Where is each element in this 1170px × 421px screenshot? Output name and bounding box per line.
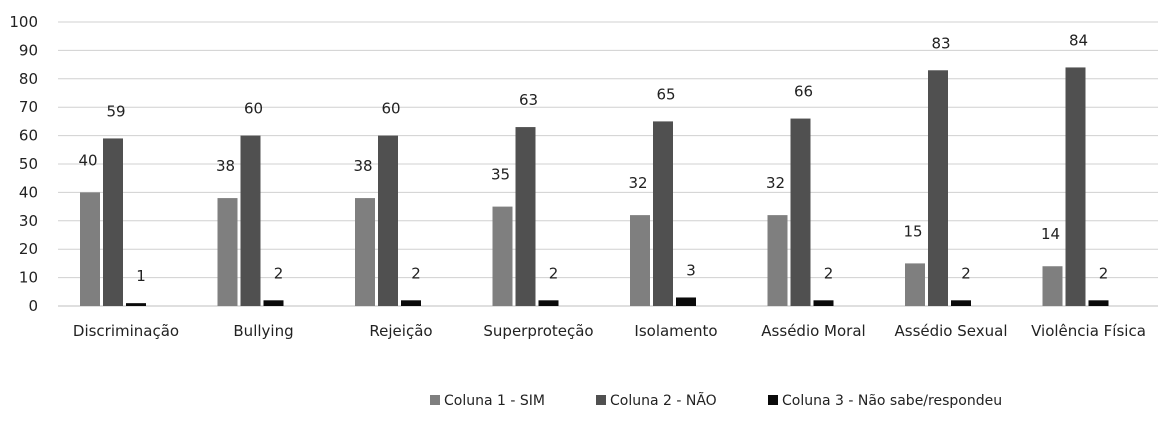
bar-series-3: [676, 297, 696, 306]
y-tick-label: 70: [19, 98, 38, 116]
bar-series-1: [492, 206, 513, 306]
y-tick-label: 100: [9, 13, 38, 31]
data-label: 2: [549, 264, 559, 282]
legend-swatch: [430, 395, 440, 405]
data-label: 59: [106, 102, 125, 120]
legend-swatch: [768, 395, 778, 405]
legend-label: Coluna 1 - SIM: [444, 393, 545, 409]
data-label: 3: [686, 261, 696, 279]
bar-series-3: [813, 300, 834, 306]
data-label: 1: [136, 267, 146, 285]
bar-series-2: [653, 121, 673, 307]
bar-series-1: [630, 215, 650, 306]
y-tick-label: 10: [19, 269, 38, 287]
x-tick-label: Assédio Moral: [761, 322, 865, 340]
data-label: 35: [491, 166, 510, 184]
data-label: 83: [931, 34, 950, 52]
legend-label: Coluna 3 - Não sabe/respondeu: [782, 393, 1002, 409]
data-label: 2: [824, 264, 834, 282]
bar-series-3: [1088, 300, 1109, 306]
y-tick-label: 80: [19, 70, 38, 88]
data-label: 60: [244, 100, 263, 118]
data-label: 63: [519, 91, 538, 109]
x-tick-label: Violência Física: [1031, 322, 1146, 340]
bar-series-3: [538, 300, 559, 306]
bar-series-2: [240, 135, 261, 306]
data-label: 2: [274, 264, 284, 282]
x-tick-label: Rejeição: [369, 322, 432, 340]
legend-swatch: [596, 395, 606, 405]
bar-series-2: [515, 127, 536, 306]
x-tick-label: Discriminação: [73, 322, 179, 340]
bar-series-2: [378, 135, 398, 306]
data-label: 32: [766, 174, 785, 192]
bar-series-2: [790, 118, 811, 306]
y-tick-label: 30: [19, 212, 38, 230]
x-tick-label: Superproteção: [483, 322, 593, 340]
data-label: 84: [1069, 31, 1088, 49]
x-tick-label: Assédio Sexual: [895, 322, 1008, 340]
data-label: 65: [656, 85, 675, 103]
data-label: 15: [903, 222, 922, 240]
y-tick-label: 40: [19, 183, 38, 201]
data-label: 40: [78, 151, 97, 169]
bar-series-3: [263, 300, 284, 306]
bar-series-3: [951, 300, 971, 306]
y-tick-label: 50: [19, 155, 38, 173]
data-label: 60: [381, 100, 400, 118]
bar-series-1: [767, 215, 788, 306]
bar-series-1: [905, 263, 925, 306]
bar-series-1: [355, 198, 375, 306]
data-label: 2: [961, 264, 971, 282]
data-label: 66: [794, 83, 813, 101]
bar-series-2: [1065, 67, 1086, 306]
data-label: 38: [353, 157, 372, 175]
bar-series-3: [126, 303, 146, 306]
x-tick-label: Bullying: [233, 322, 293, 340]
data-label: 32: [628, 174, 647, 192]
y-tick-label: 20: [19, 240, 38, 258]
y-tick-label: 60: [19, 127, 38, 145]
legend-label: Coluna 2 - NÃO: [610, 392, 717, 409]
bar-series-2: [928, 70, 948, 306]
data-label: 38: [216, 157, 235, 175]
data-label: 2: [411, 264, 421, 282]
bar-series-2: [103, 138, 123, 306]
bar-series-1: [217, 198, 238, 306]
data-label: 2: [1099, 264, 1109, 282]
y-tick-label: 0: [28, 297, 38, 315]
bar-series-1: [80, 192, 100, 306]
y-tick-label: 90: [19, 41, 38, 59]
bar-series-3: [401, 300, 421, 306]
data-label: 14: [1041, 225, 1060, 243]
x-tick-label: Isolamento: [634, 322, 717, 340]
bar-series-1: [1042, 266, 1063, 306]
